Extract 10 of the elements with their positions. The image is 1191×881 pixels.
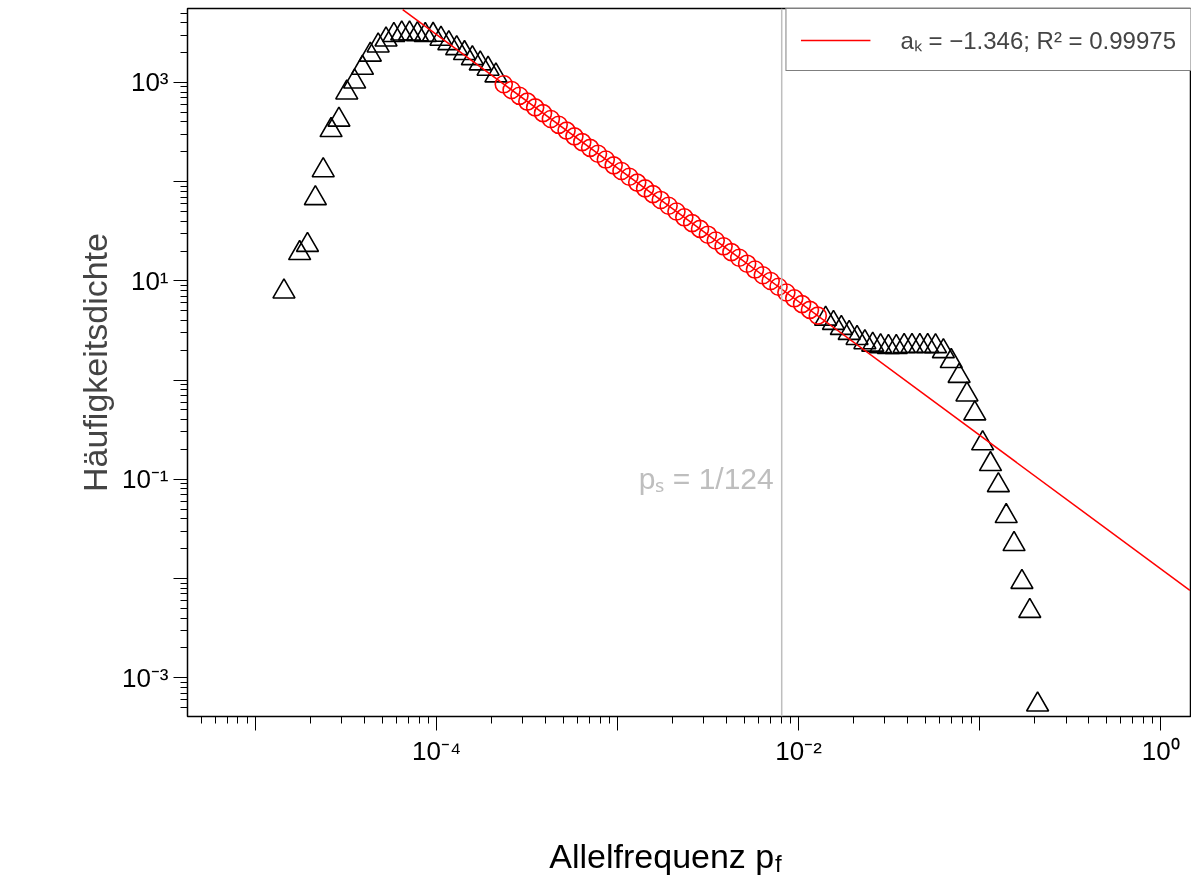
y-tick-label: 10³	[130, 67, 169, 98]
x-tick-label: 10⁰	[1141, 735, 1180, 766]
y-tick-label: 10¹	[130, 265, 169, 296]
x-tick-label: 10⁻⁴	[412, 735, 462, 766]
y-tick-label: 10⁻¹	[121, 464, 169, 495]
ref-line-label: pₛ = 1/124	[638, 461, 774, 495]
y-tick-label: 10⁻³	[121, 662, 169, 693]
y-axis-title: Häufigkeitsdichte	[75, 233, 114, 492]
legend-label: aₖ = −1.346; R² = 0.99975	[900, 26, 1176, 56]
x-tick-label: 10⁻²	[775, 735, 823, 766]
